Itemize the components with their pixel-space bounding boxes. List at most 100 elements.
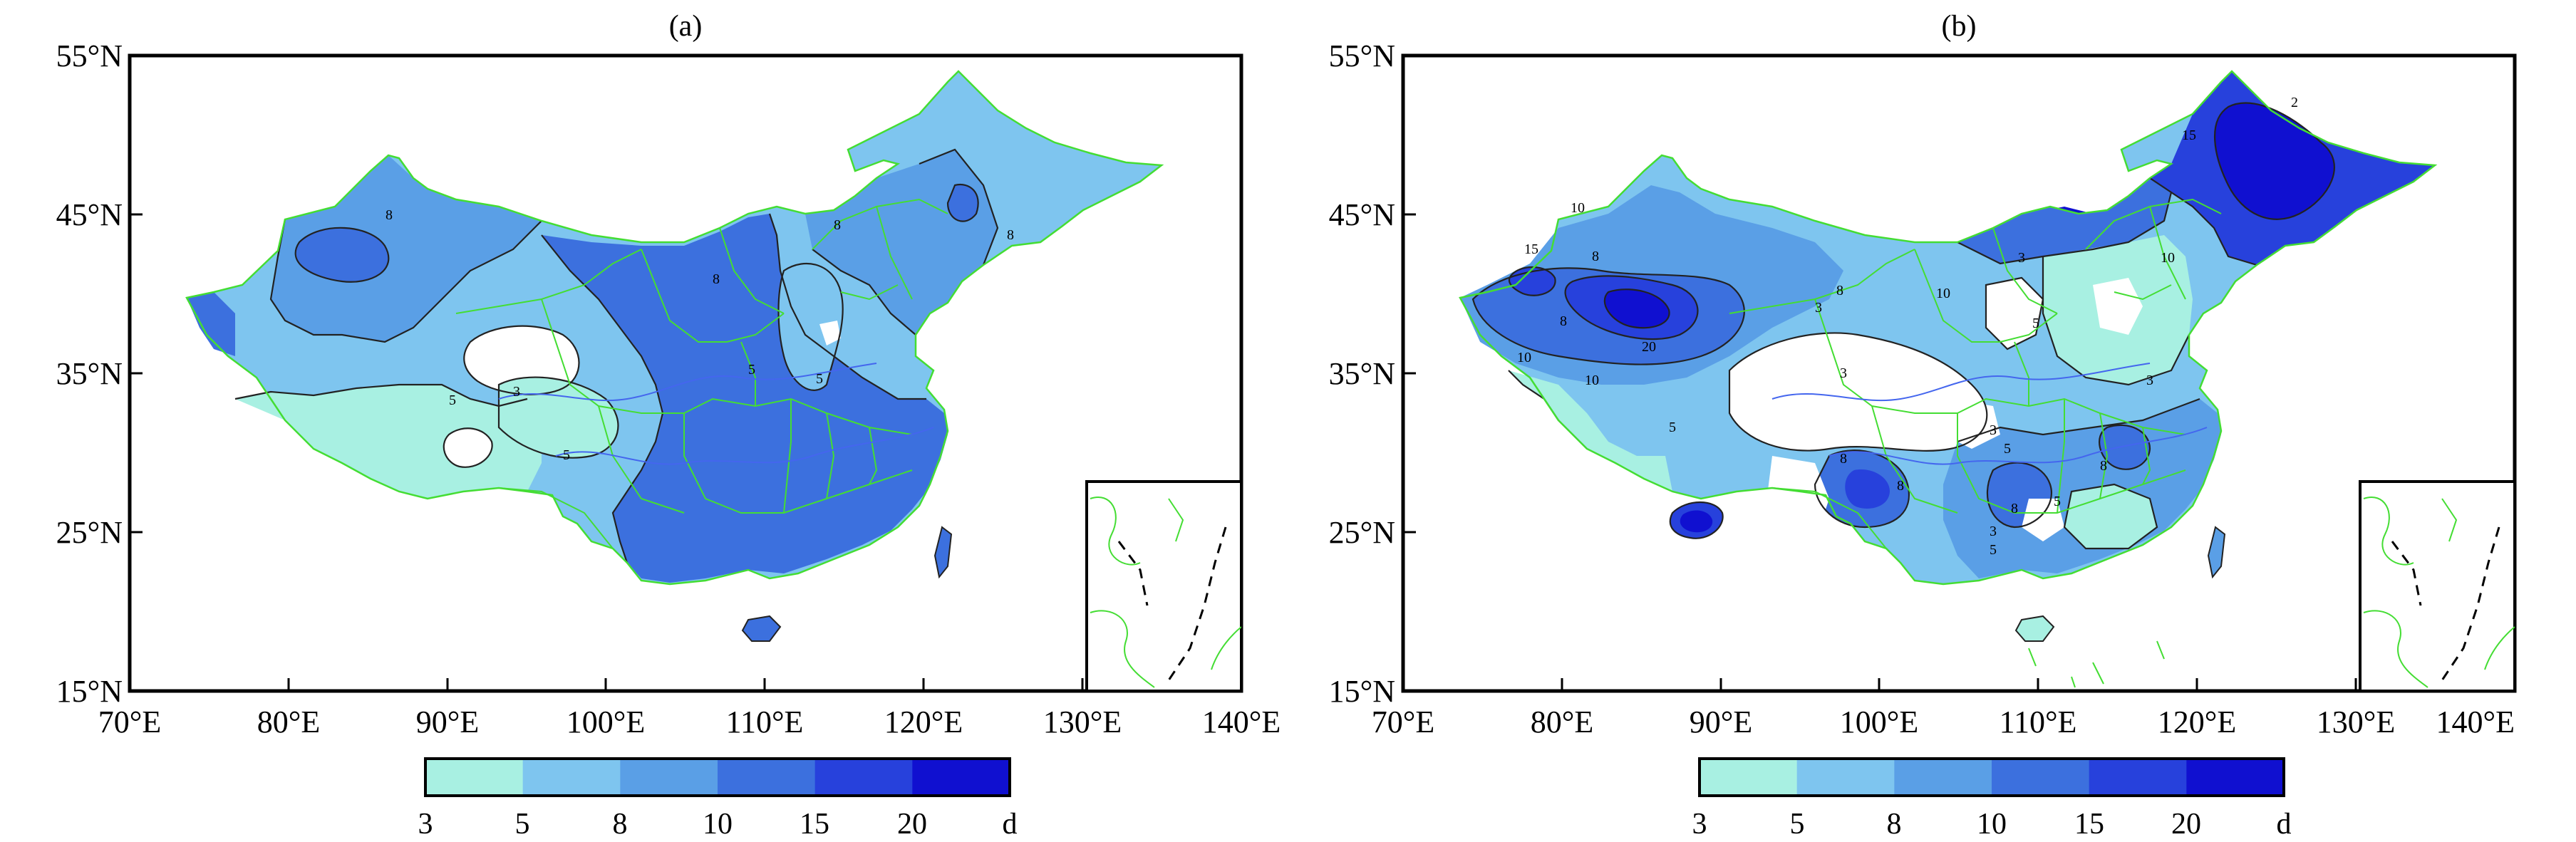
contour-label-b: 10 — [1585, 373, 1599, 388]
contour-label-b: 8 — [1560, 313, 1567, 329]
colorbar-tick-label: 10 — [1977, 808, 2007, 841]
contour-label-a: 5 — [748, 362, 755, 378]
rivers-a — [498, 363, 934, 465]
contour-label-b: 10 — [1936, 286, 1950, 301]
contour-label-b: 10 — [1571, 200, 1585, 216]
contour-label-a: 5 — [563, 447, 570, 463]
colorbar-tick-label: 3 — [418, 808, 433, 841]
rivers-b — [1771, 363, 2208, 465]
lat-tick-label: 45°N — [56, 197, 123, 232]
inset-south-china-sea-b — [2359, 480, 2515, 691]
region-gt20-tibet-b — [1680, 510, 1713, 533]
colorbar-tick-label: 20 — [2171, 808, 2201, 841]
province-borders-a — [455, 198, 948, 549]
region-10-15-kashgar-a — [187, 292, 235, 356]
region-lt3-guangxi-b — [2022, 499, 2064, 541]
lon-tick-label: 100°E — [1840, 705, 1918, 739]
lat-labels-a: 55°N 45°N 35°N 25°N 15°N — [56, 38, 123, 709]
lon-tick-label: 80°E — [257, 705, 320, 739]
colorbar-tick-label: 20 — [897, 808, 927, 841]
lon-tick-label: 90°E — [1690, 705, 1752, 739]
colorbar-tick-label: 3 — [1692, 808, 1707, 841]
contour-label-b: 3 — [1990, 524, 1997, 539]
contour-label-a: 3 — [513, 384, 520, 400]
island-hainan-b — [2014, 615, 2055, 642]
island-hainan-a — [741, 615, 782, 642]
region-gt20-northeast-b — [2215, 103, 2334, 219]
lon-tick-label: 130°E — [2317, 705, 2395, 739]
colorbar-swatch — [1796, 759, 1895, 796]
colorbar-swatch — [1992, 759, 2090, 796]
contour-fill-a: 8 8 8 8 5 5 3 5 5 — [185, 70, 1241, 691]
colorbar-tick-label: 5 — [1790, 808, 1805, 841]
island-taiwan-a — [933, 526, 953, 579]
region-lt3-yunnan-b — [1765, 456, 1829, 549]
region-8-10-west-a — [271, 155, 542, 342]
axis-ticks-b — [1402, 54, 2516, 692]
lon-tick-label: 70°E — [98, 705, 161, 739]
region-3-5-tibet-east-a — [499, 377, 619, 458]
contour-label-b: 5 — [2032, 316, 2039, 331]
region-lt3-hebei-b — [2093, 278, 2143, 335]
colorbar-swatch — [522, 759, 621, 796]
lon-tick-label: 100°E — [567, 705, 645, 739]
region-5-8-shanxi-a — [778, 264, 843, 390]
lon-tick-label: 90°E — [416, 705, 479, 739]
contour-label-a: 8 — [1007, 227, 1014, 243]
contour-labels-b: 2 15 10 10 15 8 8 10 20 10 8 3 3 3 8 10 — [1517, 95, 2298, 558]
contour-label-b: 3 — [1990, 422, 1997, 438]
region-3-5-tibet-b — [1509, 370, 1672, 492]
contour-label-b: 5 — [2004, 441, 2011, 457]
contour-label-a: 8 — [386, 207, 393, 223]
colorbar-swatch — [620, 759, 718, 796]
contour-label-b: 15 — [2182, 128, 2196, 143]
lat-tick-label: 15°N — [1329, 674, 1395, 709]
region-10-15-northeast-core-a — [948, 184, 978, 222]
region-lt3-tibet-b — [1509, 385, 1558, 427]
contour-label-b: 8 — [1836, 283, 1843, 298]
contour-label-b: 10 — [2161, 250, 2175, 266]
colorbar-swatch — [425, 759, 524, 796]
colorbar-tick-label: 15 — [2074, 808, 2104, 841]
lon-tick-label: 130°E — [1043, 705, 1122, 739]
colorbar-swatch — [1894, 759, 1992, 796]
contour-label-b: 10 — [1517, 350, 1531, 365]
contour-label-b: 3 — [1815, 300, 1822, 316]
lon-tick-label: 120°E — [2158, 705, 2236, 739]
contour-label-b: 3 — [2018, 250, 2025, 266]
region-10-15-jiangxi-b — [2099, 425, 2150, 469]
contour-label-b: 3 — [1840, 365, 1847, 381]
contour-label-b: 8 — [1840, 451, 1847, 467]
region-15-20-sichuan-b — [1845, 469, 1890, 509]
contour-label-b: 5 — [1990, 542, 1997, 558]
axis-ticks-a — [128, 54, 1243, 692]
lat-tick-label: 25°N — [1329, 515, 1395, 550]
colorbar-tick-label: 15 — [800, 808, 829, 841]
contour-label-b: 15 — [1524, 241, 1538, 257]
contour-labels-a: 8 8 8 8 5 5 3 5 5 — [386, 207, 1014, 463]
contour-label-b: 5 — [1669, 420, 1676, 435]
region-10-15-neimongol-b — [1957, 178, 2171, 264]
region-lt3-loess-b — [1986, 278, 2043, 349]
contour-label-b: 5 — [2054, 494, 2061, 509]
contour-label-b: 3 — [2146, 373, 2153, 388]
colorbar-tick-label: 8 — [1887, 808, 1902, 841]
lon-tick-label: 110°E — [726, 705, 804, 739]
colorbar-tick-label: 10 — [703, 808, 733, 841]
lon-tick-label: 140°E — [2436, 705, 2515, 739]
colorbar-a: 3 5 8 10 15 20 d — [418, 757, 1018, 841]
region-lt3-tibet-a — [443, 428, 492, 467]
lon-labels-b: 70°E 80°E 90°E 100°E 110°E 120°E 130°E 1… — [1372, 705, 2515, 739]
contour-label-b: 8 — [2011, 501, 2018, 516]
island-taiwan-b — [2207, 526, 2226, 579]
region-10-15-northeast-a — [805, 150, 998, 335]
lon-tick-label: 120°E — [884, 705, 963, 739]
region-3-5-qaidam-a — [464, 326, 579, 395]
contour-lines-a — [234, 148, 999, 563]
map-panel-b: (b) — [1329, 10, 2517, 841]
lat-tick-label: 55°N — [56, 38, 123, 73]
region-3-5-tibet-a — [235, 385, 542, 499]
region-10-15-east-a — [542, 214, 948, 583]
inset-south-china-sea-a — [1085, 480, 1241, 691]
contour-label-b: 8 — [1592, 249, 1599, 264]
